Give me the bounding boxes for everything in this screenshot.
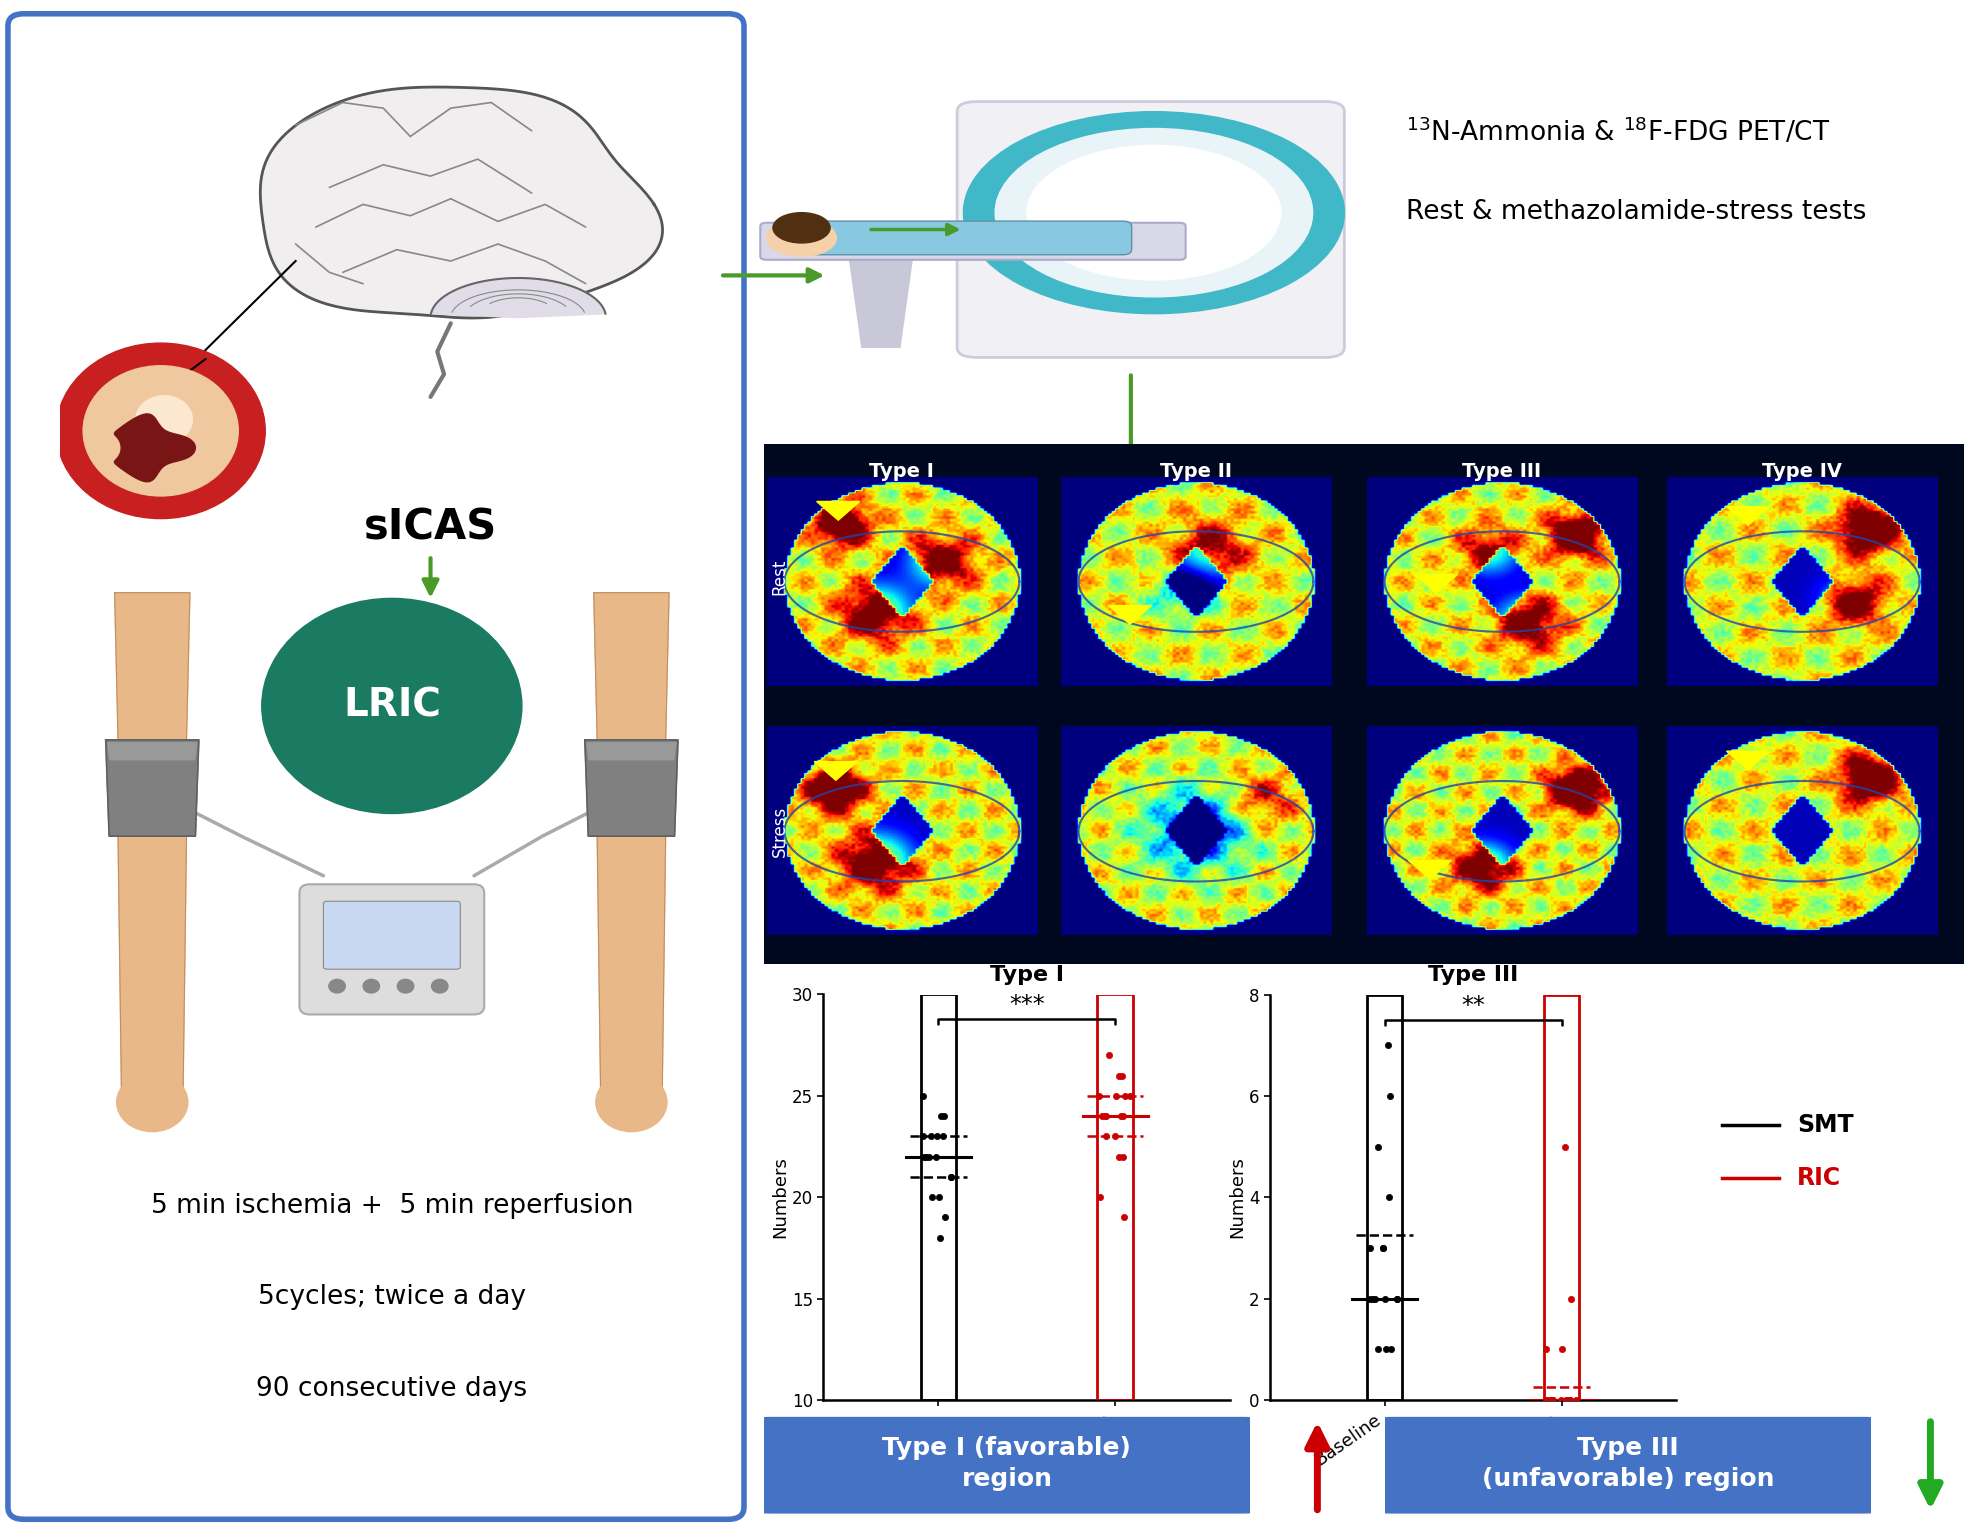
Text: LRIC: LRIC: [343, 687, 440, 725]
Polygon shape: [1726, 751, 1770, 770]
Title: Type I: Type I: [990, 964, 1063, 985]
Text: SMT: SMT: [1798, 1112, 1853, 1137]
Text: sICAS: sICAS: [363, 506, 498, 548]
Circle shape: [996, 129, 1313, 297]
Circle shape: [766, 219, 837, 257]
Polygon shape: [260, 87, 663, 318]
Polygon shape: [105, 741, 198, 835]
Text: **: **: [1462, 994, 1484, 1019]
Polygon shape: [849, 257, 913, 347]
Circle shape: [56, 343, 266, 519]
Polygon shape: [813, 762, 857, 780]
Circle shape: [433, 979, 448, 993]
Polygon shape: [597, 835, 667, 1091]
Text: Type IV: Type IV: [1762, 462, 1841, 480]
Circle shape: [397, 979, 415, 993]
Circle shape: [1028, 145, 1282, 280]
Polygon shape: [107, 742, 196, 760]
Y-axis label: Numbers: Numbers: [772, 1157, 790, 1238]
Polygon shape: [593, 592, 669, 741]
Text: RIC: RIC: [1798, 1166, 1841, 1190]
Polygon shape: [1726, 506, 1770, 525]
Polygon shape: [1415, 574, 1458, 594]
FancyBboxPatch shape: [323, 901, 460, 968]
Circle shape: [363, 979, 379, 993]
Text: Type I (favorable)
region: Type I (favorable) region: [883, 1435, 1131, 1492]
FancyBboxPatch shape: [1373, 1417, 1883, 1513]
Circle shape: [117, 1073, 188, 1132]
Text: ***: ***: [1010, 993, 1044, 1017]
Circle shape: [964, 112, 1345, 314]
Circle shape: [83, 366, 238, 496]
Text: 5cycles; twice a day: 5cycles; twice a day: [258, 1285, 526, 1310]
Text: Rest & methazolamide-stress tests: Rest & methazolamide-stress tests: [1407, 199, 1867, 225]
FancyBboxPatch shape: [760, 223, 1186, 260]
Polygon shape: [115, 592, 190, 741]
Polygon shape: [1409, 860, 1452, 880]
FancyBboxPatch shape: [807, 222, 1131, 254]
Text: Type III: Type III: [1462, 462, 1542, 480]
Text: $^{13}$N-Ammonia & $^{18}$F-FDG PET/CT: $^{13}$N-Ammonia & $^{18}$F-FDG PET/CT: [1407, 116, 1831, 147]
Title: Type III: Type III: [1428, 964, 1518, 985]
Polygon shape: [431, 278, 605, 318]
Circle shape: [595, 1073, 667, 1132]
Text: Stress: Stress: [770, 806, 788, 857]
Circle shape: [135, 396, 192, 444]
Polygon shape: [1109, 606, 1151, 624]
Y-axis label: Numbers: Numbers: [1228, 1157, 1246, 1238]
FancyBboxPatch shape: [300, 884, 484, 1014]
Circle shape: [774, 213, 829, 243]
Text: Type III
(unfavorable) region: Type III (unfavorable) region: [1482, 1435, 1774, 1492]
Text: 90 consecutive days: 90 consecutive days: [256, 1377, 528, 1401]
Polygon shape: [115, 415, 196, 482]
Text: Type I: Type I: [869, 462, 934, 480]
Text: Type II: Type II: [1161, 462, 1232, 480]
Polygon shape: [585, 741, 679, 835]
FancyBboxPatch shape: [752, 1417, 1262, 1513]
Polygon shape: [817, 502, 859, 520]
FancyBboxPatch shape: [956, 101, 1345, 358]
Polygon shape: [119, 835, 186, 1091]
Text: Rest: Rest: [770, 558, 788, 595]
Text: 5 min ischemia +  5 min reperfusion: 5 min ischemia + 5 min reperfusion: [151, 1193, 633, 1218]
Polygon shape: [587, 742, 677, 760]
Circle shape: [329, 979, 345, 993]
Circle shape: [262, 598, 522, 814]
